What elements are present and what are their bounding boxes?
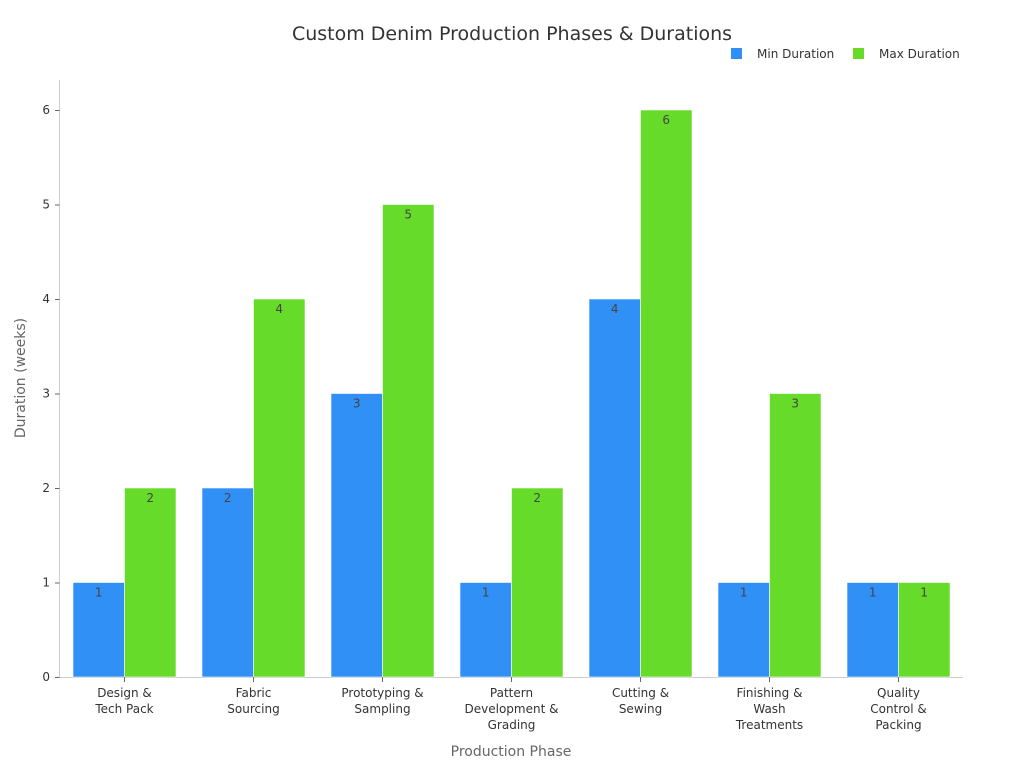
data-label: 2 (146, 491, 154, 505)
data-label: 4 (275, 302, 283, 316)
y-axis-label: Duration (weeks) (13, 318, 29, 438)
x-axis-label: Production Phase (451, 744, 572, 760)
data-label: 1 (482, 586, 490, 600)
data-label: 2 (533, 491, 541, 505)
x-tick-label: Pattern Development & Grading (465, 686, 559, 732)
data-label: 3 (791, 397, 799, 411)
legend-label-min: Min Duration (757, 47, 834, 61)
data-label: 1 (740, 586, 748, 600)
data-label: 3 (353, 397, 361, 411)
min-duration-bar (588, 298, 641, 678)
legend: Min Duration Max Duration (731, 47, 960, 61)
x-tick-label: Quality Control & Packing (870, 686, 927, 732)
legend-swatch-max (853, 48, 864, 59)
max-duration-bar (640, 109, 693, 678)
x-tick-label: Fabric Sourcing (227, 686, 279, 716)
y-tick-label: 3 (42, 387, 50, 401)
y-tick-label: 2 (42, 481, 50, 495)
y-tick-label: 1 (42, 576, 50, 590)
max-duration-bar (511, 487, 564, 678)
data-label: 6 (662, 113, 670, 127)
data-label: 4 (611, 302, 619, 316)
y-tick-label: 6 (42, 103, 50, 117)
max-duration-bar (898, 582, 951, 678)
min-duration-bar (459, 582, 512, 678)
min-duration-bar (846, 582, 899, 678)
y-tick-label: 0 (42, 670, 50, 684)
data-label: 1 (869, 586, 877, 600)
legend-swatch-min (731, 48, 742, 59)
min-duration-bar (717, 582, 770, 678)
y-tick-label: 5 (42, 198, 50, 212)
max-duration-bar (253, 298, 306, 678)
min-duration-bar (201, 487, 254, 678)
chart-title: Custom Denim Production Phases & Duratio… (292, 23, 732, 45)
data-label: 5 (404, 208, 412, 222)
max-duration-bar (382, 204, 435, 678)
x-tick-label: Finishing & Wash Treatments (735, 686, 803, 732)
x-tick-label: Prototyping & Sampling (341, 686, 423, 716)
data-label: 1 (95, 586, 103, 600)
data-label: 1 (920, 586, 928, 600)
legend-label-max: Max Duration (879, 47, 960, 61)
x-tick-label: Design & Tech Pack (94, 686, 153, 716)
max-duration-bar (769, 393, 822, 678)
max-duration-bar (124, 487, 177, 678)
y-tick-label: 4 (42, 292, 50, 306)
x-tick-label: Cutting & Sewing (612, 686, 669, 716)
data-label: 2 (224, 491, 232, 505)
min-duration-bar (330, 393, 383, 678)
